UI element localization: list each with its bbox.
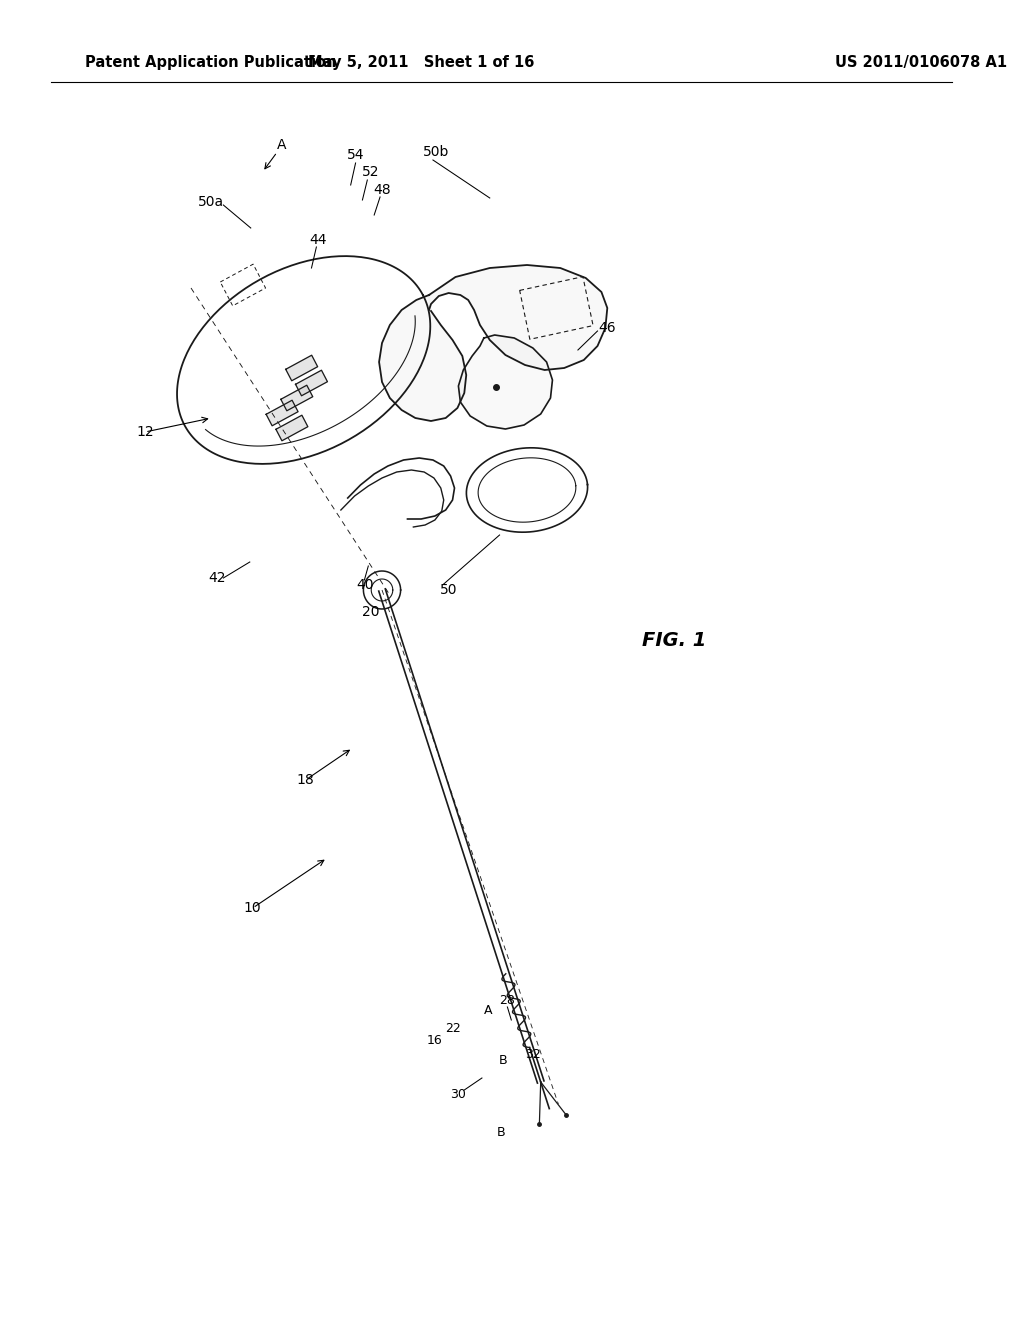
- Text: 12: 12: [136, 425, 154, 440]
- Text: 28: 28: [500, 994, 515, 1006]
- Text: B: B: [499, 1053, 508, 1067]
- Text: A: A: [278, 139, 287, 152]
- Polygon shape: [296, 370, 328, 396]
- Text: 32: 32: [525, 1048, 541, 1061]
- Text: 52: 52: [361, 165, 379, 180]
- Text: FIG. 1: FIG. 1: [642, 631, 706, 649]
- Text: 20: 20: [361, 605, 379, 619]
- Text: US 2011/0106078 A1: US 2011/0106078 A1: [835, 55, 1007, 70]
- Polygon shape: [281, 385, 312, 411]
- Polygon shape: [266, 400, 298, 426]
- Polygon shape: [379, 294, 466, 421]
- Text: 30: 30: [451, 1089, 466, 1101]
- Text: 46: 46: [598, 321, 616, 335]
- Text: 50b: 50b: [423, 145, 450, 158]
- Text: 18: 18: [297, 774, 314, 787]
- Text: 42: 42: [209, 572, 226, 585]
- Text: 50: 50: [440, 583, 458, 597]
- Text: 10: 10: [244, 902, 261, 915]
- Text: 48: 48: [373, 183, 391, 197]
- Text: A: A: [483, 1003, 493, 1016]
- Polygon shape: [429, 265, 607, 370]
- Text: 40: 40: [356, 578, 374, 591]
- Text: 16: 16: [427, 1034, 442, 1047]
- Text: 50a: 50a: [198, 195, 223, 209]
- Text: May 5, 2011   Sheet 1 of 16: May 5, 2011 Sheet 1 of 16: [308, 55, 535, 70]
- Text: B: B: [498, 1126, 506, 1138]
- Text: 44: 44: [309, 234, 327, 247]
- Text: 54: 54: [347, 148, 365, 162]
- Polygon shape: [459, 335, 553, 429]
- Text: 22: 22: [444, 1022, 461, 1035]
- Text: Patent Application Publication: Patent Application Publication: [85, 55, 337, 70]
- Polygon shape: [275, 416, 308, 441]
- Polygon shape: [286, 355, 317, 380]
